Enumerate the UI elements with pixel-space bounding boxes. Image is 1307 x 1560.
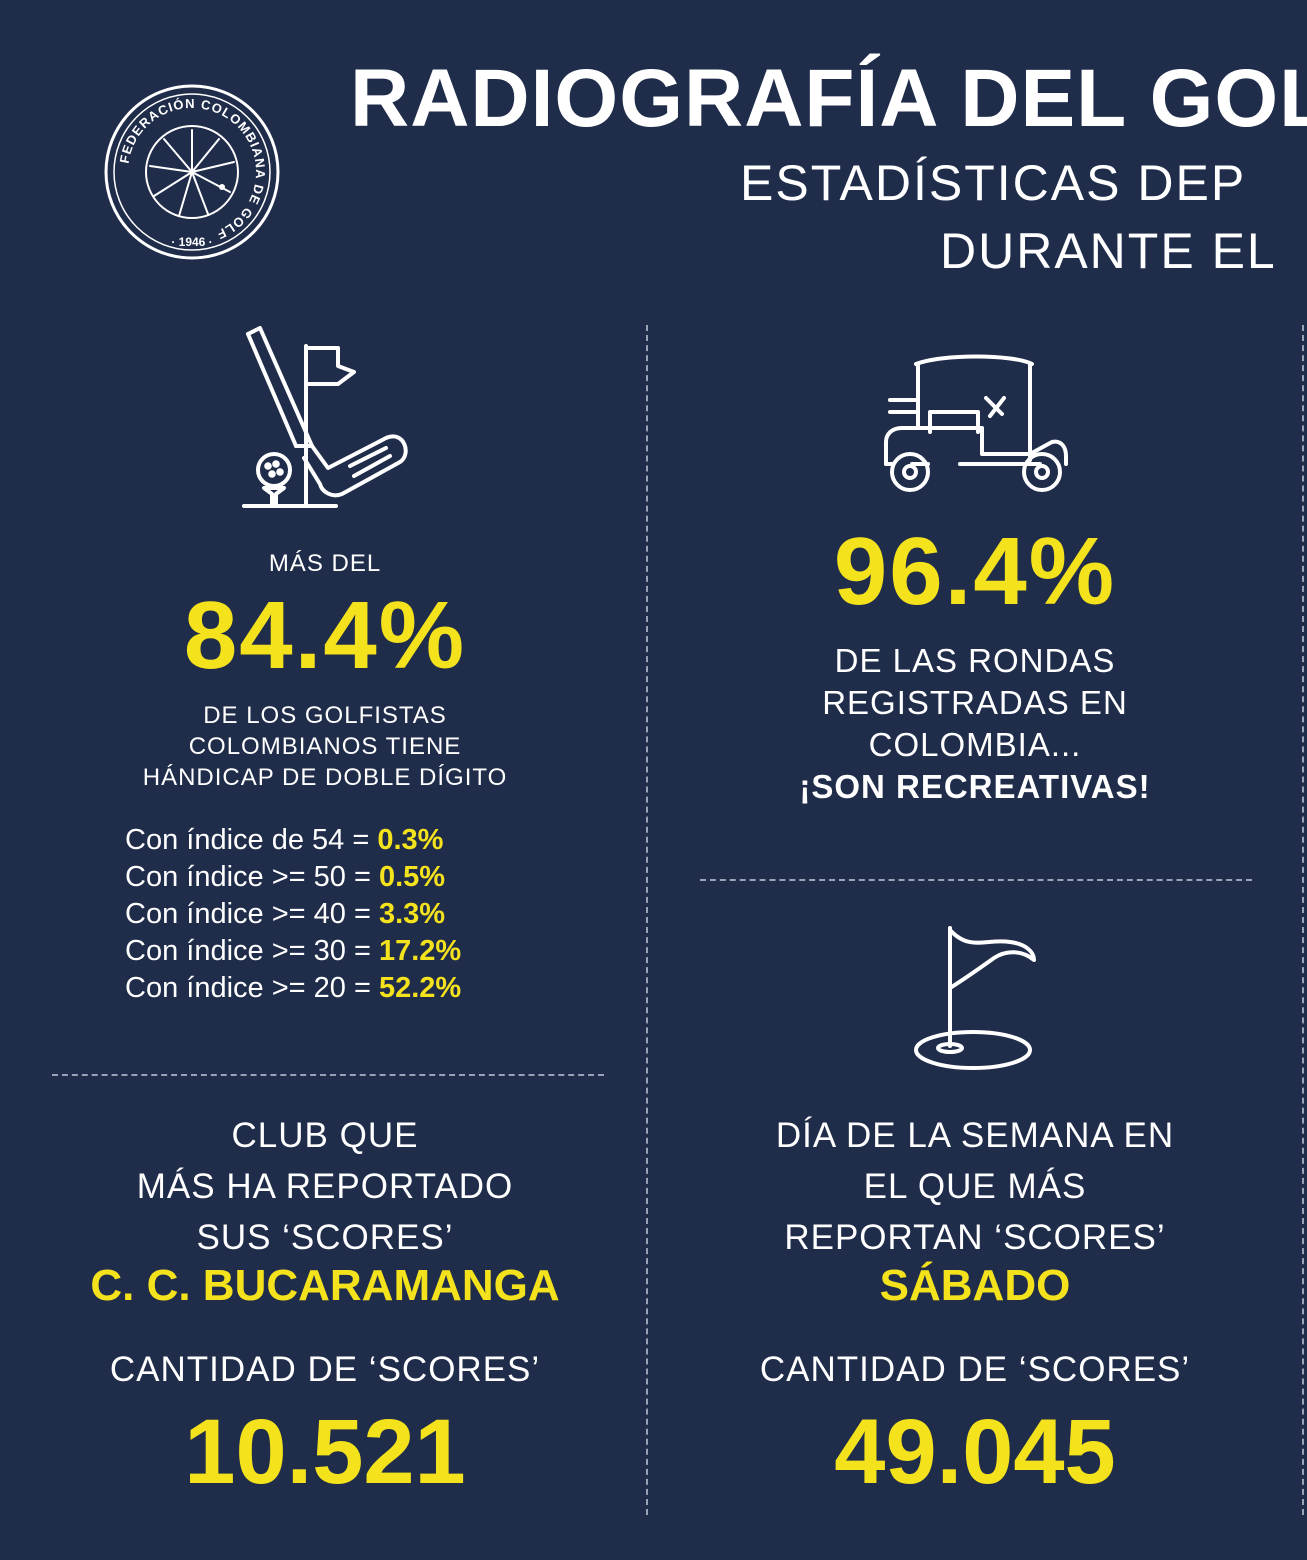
day-heading: DÍA DE LA SEMANA EN EL QUE MÁS REPORTAN … — [650, 1110, 1300, 1263]
club-heading-line: CLUB QUE — [231, 1116, 419, 1155]
index-row-value: 0.3% — [377, 824, 444, 856]
club-heading-line: SUS ‘SCORES’ — [196, 1218, 454, 1257]
rounds-percent: 96.4% — [833, 518, 1117, 625]
handicap-desc-line: COLOMBIANOS TIENE — [188, 733, 462, 760]
index-row-value: 52.2% — [378, 972, 462, 1004]
federation-logo: FEDERACIÓN COLOMBIANA DE GOLF · 1946 · — [104, 84, 280, 260]
golf-hole-flag-icon — [910, 922, 1040, 1072]
horizontal-divider-left — [52, 1074, 604, 1076]
golf-cart-icon — [882, 350, 1070, 500]
day-heading-line: REPORTAN ‘SCORES’ — [784, 1218, 1166, 1257]
logo-year: · 1946 · — [171, 235, 212, 249]
handicap-percent: 84.4% — [183, 582, 467, 689]
index-breakdown-list: Con índice de 54 = 0.3% Con índice >= 50… — [125, 822, 461, 1007]
vertical-divider-right — [1302, 325, 1304, 1515]
index-row-label: Con índice >= 30 = — [125, 935, 379, 967]
index-row-label: Con índice >= 40 = — [125, 898, 379, 930]
day-heading-line: EL QUE MÁS — [863, 1167, 1087, 1206]
subtitle-line-1: ESTADÍSTICAS DEP — [740, 155, 1247, 211]
horizontal-divider-right — [700, 879, 1252, 881]
vertical-divider-center — [646, 325, 648, 1515]
index-row: Con índice de 54 = 0.3% — [125, 822, 461, 859]
index-row-value: 17.2% — [378, 935, 462, 967]
subtitle-line-2: DURANTE EL — [940, 223, 1277, 279]
club-count-label: CANTIDAD DE ‘SCORES’ — [109, 1350, 541, 1389]
rounds-desc-line: COLOMBIA... — [868, 726, 1082, 763]
club-count: 10.521 — [184, 1401, 466, 1503]
index-row: Con índice >= 20 = 52.2% — [125, 970, 461, 1007]
handicap-desc-line: HÁNDICAP DE DOBLE DÍGITO — [142, 764, 508, 791]
club-heading-line: MÁS HA REPORTADO — [136, 1167, 514, 1206]
day-count-label: CANTIDAD DE ‘SCORES’ — [759, 1350, 1191, 1389]
handicap-desc-line: DE LOS GOLFISTAS — [203, 702, 447, 729]
day-count: 49.045 — [834, 1401, 1116, 1503]
rounds-description: DE LAS RONDAS REGISTRADAS EN COLOMBIA...… — [650, 640, 1300, 808]
index-row-label: Con índice >= 50 = — [125, 861, 379, 893]
handicap-description: DE LOS GOLFISTAS COLOMBIANOS TIENE HÁNDI… — [0, 700, 650, 793]
handicap-pre-label: MÁS DEL — [268, 550, 382, 577]
index-row: Con índice >= 40 = 3.3% — [125, 896, 461, 933]
day-heading-line: DÍA DE LA SEMANA EN — [775, 1116, 1175, 1155]
index-row: Con índice >= 30 = 17.2% — [125, 933, 461, 970]
rounds-desc-line: DE LAS RONDAS — [834, 642, 1116, 679]
golf-club-ball-flag-icon — [236, 326, 416, 512]
rounds-desc-line: REGISTRADAS EN — [822, 684, 1128, 721]
page-title: RADIOGRAFÍA DEL GOL — [350, 53, 1307, 144]
index-row-value: 0.5% — [378, 861, 446, 893]
day-name: SÁBADO — [879, 1261, 1071, 1310]
club-name: C. C. BUCARAMANGA — [90, 1261, 560, 1310]
index-row-label: Con índice >= 20 = — [125, 972, 379, 1004]
club-heading: CLUB QUE MÁS HA REPORTADO SUS ‘SCORES’ — [0, 1110, 650, 1263]
index-row-label: Con índice de 54 = — [125, 824, 378, 856]
rounds-highlight: ¡SON RECREATIVAS! — [799, 768, 1151, 805]
index-row-value: 3.3% — [378, 898, 446, 930]
index-row: Con índice >= 50 = 0.5% — [125, 859, 461, 896]
